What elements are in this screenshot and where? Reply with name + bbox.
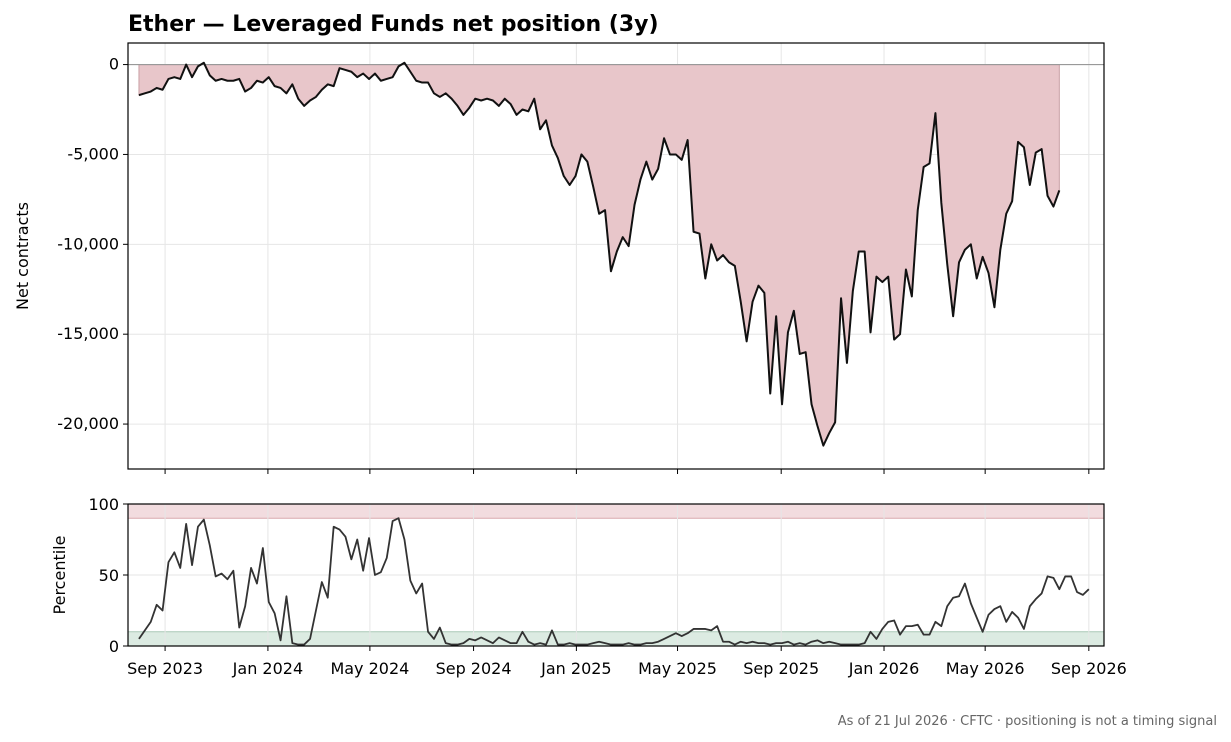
x-tick-label: Sep 2026 (1051, 659, 1127, 678)
bottom-y-ticks: 0 50 100 (88, 495, 128, 656)
x-tick-label: Jan 2024 (232, 659, 303, 678)
percentile-line (138, 517, 1090, 646)
bottom-x-ticks: Sep 2023 Jan 2024 May 2024 Sep 2024 Jan 2025… (127, 646, 1127, 678)
top-x-ticks (164, 469, 1090, 474)
percentile-band (128, 504, 1104, 519)
top-y-ticks: 0 -5,000 -10,000 -15,000 -20,000 (57, 55, 128, 433)
top-y-tick-label: -15,000 (57, 324, 119, 343)
chart-title: Ether — Leveraged Funds net position (3y… (128, 12, 659, 37)
percentile-band (128, 631, 1104, 646)
bottom-y-tick-label: 100 (88, 495, 119, 514)
x-tick-label: May 2026 (946, 659, 1025, 678)
top-axes-frame (127, 42, 1105, 470)
top-y-tick-label: -5,000 (67, 144, 119, 163)
top-y-tick-label: 0 (109, 55, 119, 74)
footer-note: As of 21 Jul 2026 · CFTC · positioning i… (838, 714, 1217, 729)
x-tick-label: Jan 2026 (848, 659, 919, 678)
bottom-gridlines (128, 503, 1104, 647)
top-y-tick-label: -20,000 (57, 414, 119, 433)
top-y-axis-label: Net contracts (13, 202, 32, 310)
bottom-y-axis-label: Percentile (50, 536, 69, 615)
percentile-panel: 0 50 100 Sep 2023 Jan 2024 May 2024 Sep 2024 J… (50, 495, 1127, 678)
bottom-y-tick-label: 50 (99, 566, 119, 585)
x-tick-label: May 2024 (330, 659, 409, 678)
x-tick-label: Jan 2025 (540, 659, 611, 678)
x-tick-label: Sep 2025 (743, 659, 819, 678)
net-position-panel: 0 -5,000 -10,000 -15,000 -20,000 Net contrac… (13, 42, 1105, 474)
net-position-area (138, 62, 1060, 448)
x-tick-label: Sep 2023 (127, 659, 203, 678)
bottom-y-tick-label: 0 (109, 637, 119, 656)
top-y-tick-label: -10,000 (57, 234, 119, 253)
net-position-line (138, 61, 1061, 447)
x-tick-label: Sep 2024 (436, 659, 512, 678)
x-tick-label: May 2025 (638, 659, 717, 678)
